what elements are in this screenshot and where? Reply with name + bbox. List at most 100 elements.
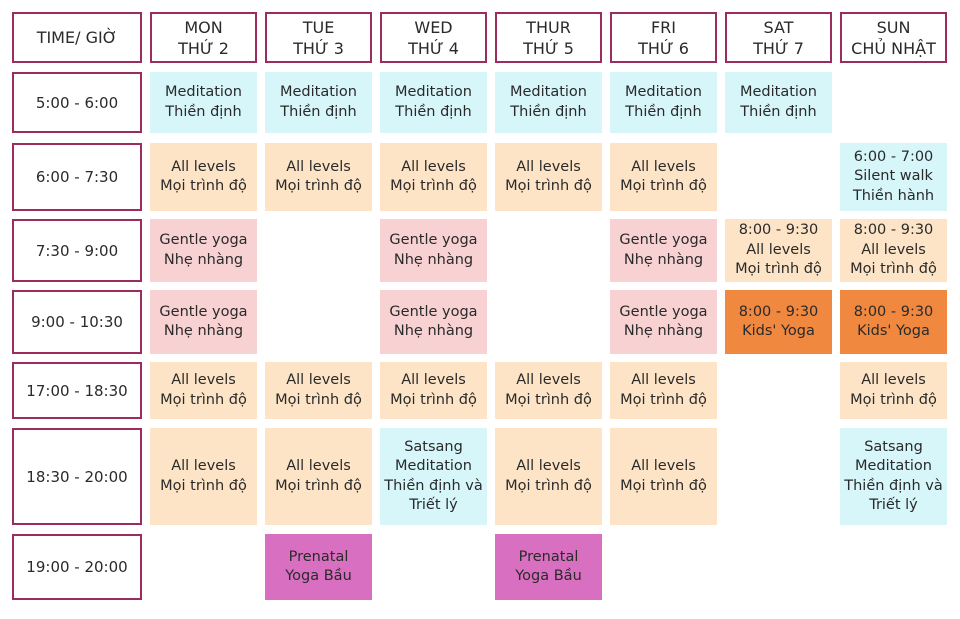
class-text: Prenatal xyxy=(518,548,579,565)
class-text: Mọi trình độ xyxy=(275,178,362,194)
class-cell: All levels Mọi trình độ xyxy=(265,362,372,419)
class-text: Mọi trình độ xyxy=(620,178,707,194)
class-cell: Gentle yoga Nhẹ nhàng xyxy=(150,219,257,282)
day-name: THUR xyxy=(526,17,571,37)
day-name-vi: THỨ 6 xyxy=(638,38,689,58)
class-text: Mọi trình độ xyxy=(275,477,362,494)
class-cell: Satsang Meditation Thiền định và Triết lý xyxy=(380,428,487,525)
class-cell: 8:00 - 9:30 All levels Mọi trình độ xyxy=(840,219,947,282)
class-text: All levels xyxy=(631,458,696,474)
class-text: Triết lý xyxy=(409,497,458,513)
class-cell: Gentle yoga Nhẹ nhàng xyxy=(380,290,487,354)
class-text: Meditation xyxy=(509,84,587,100)
time-text: 9:00 - 10:30 xyxy=(31,313,123,331)
class-cell: All levels Mọi trình độ xyxy=(265,143,372,211)
class-cell: Meditation Thiền định xyxy=(610,72,717,133)
class-text: Mọi trình độ xyxy=(160,477,247,494)
class-text: Mọi trình độ xyxy=(850,261,937,278)
class-cell: Prenatal Yoga Bầu xyxy=(265,534,372,600)
time-slot: 17:00 - 18:30 xyxy=(12,362,142,419)
class-text: All levels xyxy=(516,458,581,474)
day-name: FRI xyxy=(650,17,677,37)
class-text: Gentle yoga xyxy=(159,303,248,320)
class-text: All levels xyxy=(286,372,351,388)
class-cell: All levels Mọi trình độ xyxy=(610,428,717,525)
day-header: WED THỨ 4 xyxy=(380,12,487,63)
class-text: Gentle yoga xyxy=(619,232,708,248)
class-text: Thiền định và xyxy=(384,477,483,494)
class-text: All levels xyxy=(516,372,581,388)
day-header: SAT THỨ 7 xyxy=(725,12,832,63)
class-cell: Gentle yoga Nhẹ nhàng xyxy=(150,290,257,354)
class-text: Mọi trình độ xyxy=(850,391,937,408)
class-cell: Meditation Thiền định xyxy=(495,72,602,133)
class-cell: All levels Mọi trình độ xyxy=(150,428,257,525)
class-cell: Meditation Thiền định xyxy=(725,72,832,133)
day-name-vi: THỨ 2 xyxy=(178,38,229,58)
class-text: Nhẹ nhàng xyxy=(393,323,474,339)
class-text: All levels xyxy=(631,372,696,388)
class-text: Nhẹ nhàng xyxy=(163,251,244,268)
class-text: Gentle yoga xyxy=(389,232,478,248)
class-text: 6:00 - 7:00 xyxy=(853,148,934,165)
class-text: Mọi trình độ xyxy=(505,178,592,194)
time-slot: 5:00 - 6:00 xyxy=(12,72,142,133)
time-slot: 7:30 - 9:00 xyxy=(12,219,142,282)
class-text: Mọi trình độ xyxy=(160,178,247,194)
class-text: Thiền hành xyxy=(852,187,935,204)
day-name-vi: THỨ 3 xyxy=(293,38,344,58)
day-name: SAT xyxy=(763,17,794,37)
time-slot: 18:30 - 20:00 xyxy=(12,428,142,525)
day-name-vi: CHỦ NHẬT xyxy=(851,38,936,58)
class-text: Yoga Bầu xyxy=(515,568,582,584)
class-text: Yoga Bầu xyxy=(285,568,352,584)
class-text: All levels xyxy=(861,372,926,388)
class-text: Thiền định xyxy=(740,103,817,120)
class-cell: Prenatal Yoga Bầu xyxy=(495,534,602,600)
day-header: SUN CHỦ NHẬT xyxy=(840,12,947,63)
class-text: Meditation xyxy=(854,458,932,474)
class-text: Silent walk xyxy=(854,168,933,185)
class-text: All levels xyxy=(401,372,466,388)
class-text: Mọi trình độ xyxy=(505,477,592,494)
time-text: 6:00 - 7:30 xyxy=(35,168,119,186)
class-text: Mọi trình độ xyxy=(390,391,477,408)
class-text: Meditation xyxy=(624,84,702,100)
class-cell: 8:00 - 9:30 Kids' Yoga xyxy=(840,290,947,354)
class-cell: Gentle yoga Nhẹ nhàng xyxy=(610,219,717,282)
class-cell: All levels Mọi trình độ xyxy=(495,362,602,419)
class-text: Thiền định và xyxy=(844,477,943,494)
class-text: Meditation xyxy=(739,84,817,100)
class-text: Mọi trình độ xyxy=(620,391,707,408)
class-text: All levels xyxy=(286,158,351,175)
class-text: All levels xyxy=(631,158,696,175)
time-text: 7:30 - 9:00 xyxy=(35,241,119,260)
class-cell: Gentle yoga Nhẹ nhàng xyxy=(380,219,487,282)
day-name-vi: THỨ 5 xyxy=(523,38,574,58)
day-name: WED xyxy=(414,17,453,37)
class-cell: Meditation Thiền định xyxy=(380,72,487,133)
class-text: All levels xyxy=(516,158,581,175)
class-text: Meditation xyxy=(164,84,242,100)
class-cell: All levels Mọi trình độ xyxy=(495,143,602,211)
class-cell: All levels Mọi trình độ xyxy=(380,362,487,419)
class-text: 8:00 - 9:30 xyxy=(738,303,819,320)
class-text: All levels xyxy=(286,458,351,474)
class-cell: Meditation Thiền định xyxy=(150,72,257,133)
day-name-vi: THỨ 7 xyxy=(753,38,804,58)
class-text: Thiền định xyxy=(165,103,242,120)
class-text: Nhẹ nhàng xyxy=(393,251,474,268)
time-text: 19:00 - 20:00 xyxy=(26,558,128,576)
class-cell: All levels Mọi trình độ xyxy=(150,143,257,211)
class-cell: All levels Mọi trình độ xyxy=(265,428,372,525)
class-text: Kids' Yoga xyxy=(742,323,815,339)
class-text: Nhẹ nhàng xyxy=(623,323,704,339)
class-text: Mọi trình độ xyxy=(390,178,477,194)
day-header: MON THỨ 2 xyxy=(150,12,257,63)
class-text: All levels xyxy=(401,158,466,175)
class-text: Thiền định xyxy=(625,103,702,120)
day-header: FRI THỨ 6 xyxy=(610,12,717,63)
class-text: All levels xyxy=(171,158,236,175)
class-cell: Gentle yoga Nhẹ nhàng xyxy=(610,290,717,354)
day-header: TUE THỨ 3 xyxy=(265,12,372,63)
